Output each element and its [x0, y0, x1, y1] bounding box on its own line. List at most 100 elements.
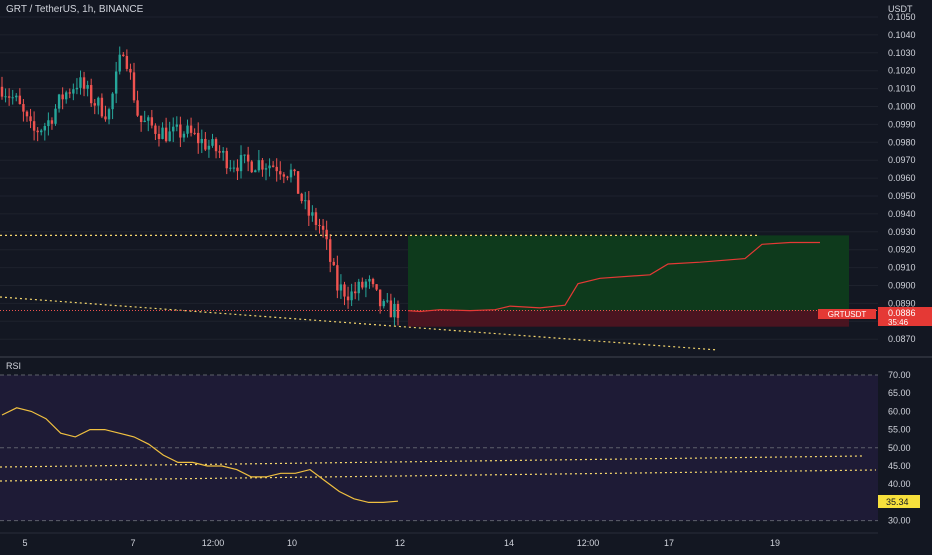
candlestick-series: [0, 46, 400, 326]
candle-body: [321, 225, 325, 230]
candle-body: [282, 174, 286, 177]
rsi-tag-value: 35.34: [886, 497, 909, 507]
candle-body: [29, 116, 32, 122]
candle-body: [286, 176, 289, 178]
time-tick-label: 12: [395, 538, 405, 548]
candle-body: [7, 96, 11, 98]
candle-body: [257, 160, 261, 171]
candle-body: [311, 212, 314, 216]
price-tick-label: 0.0900: [888, 281, 916, 291]
candle-body: [65, 92, 68, 100]
candle-body: [375, 284, 378, 290]
drawing-lines[interactable]: [0, 234, 878, 351]
stop-zone[interactable]: [408, 310, 849, 327]
candle-body: [18, 95, 22, 105]
candle-body: [168, 131, 171, 142]
price-tick-label: 0.1040: [888, 30, 916, 40]
time-tick-label: 5: [22, 538, 27, 548]
last-price-tag: GRTUSDT 0.0886 35:46: [818, 307, 932, 327]
symbol-tag-label: GRTUSDT: [828, 310, 867, 319]
candle-body: [296, 171, 300, 194]
rsi-trendline-upper[interactable]: [0, 455, 863, 468]
rsi-tick-label: 30.00: [888, 516, 911, 526]
candle-body: [207, 145, 211, 150]
candle-body: [47, 120, 50, 127]
candle-body: [68, 92, 71, 94]
rsi-line: [1, 407, 399, 503]
candle-body: [382, 301, 385, 307]
time-tick-label: 10: [287, 538, 297, 548]
candle-body: [0, 86, 4, 97]
rsi-tick-label: 45.00: [888, 461, 911, 471]
candle-body: [4, 96, 7, 98]
rsi-pane[interactable]: RSI 70.00 65.00 60.00 55.00 50.00 45.00 40.00 3…: [0, 361, 911, 526]
candle-body: [200, 138, 203, 144]
rsi-tick-label: 50.00: [888, 443, 911, 453]
candle-body: [232, 167, 236, 169]
price-tick-label: 0.0990: [888, 119, 916, 129]
projection-path[interactable]: [407, 241, 820, 313]
candle-body: [57, 94, 61, 109]
time-tick-label: 17: [664, 538, 674, 548]
candle-body: [307, 200, 311, 216]
candle-body: [371, 278, 375, 285]
candle-body: [157, 133, 161, 139]
candle-body: [147, 117, 150, 121]
candle-body: [336, 265, 339, 291]
price-tag-value: 0.0886: [888, 308, 916, 318]
candle-body: [189, 125, 193, 133]
candle-body: [11, 97, 14, 99]
rsi-tick-label: 55.00: [888, 425, 911, 435]
rsi-tick-label: 70.00: [888, 370, 911, 380]
candle-body: [193, 132, 196, 134]
candle-body: [107, 109, 111, 120]
candle-body: [293, 169, 296, 172]
candle-body: [268, 165, 271, 169]
price-tick-label: 0.1050: [888, 12, 916, 22]
candle-body: [339, 284, 343, 291]
time-tick-label: 12:00: [202, 538, 225, 548]
candle-body: [61, 94, 64, 100]
candle-body: [36, 130, 39, 133]
price-tag-bg: [878, 307, 932, 326]
candle-body: [239, 155, 243, 172]
price-tick-label: 0.0970: [888, 155, 916, 165]
candle-body: [393, 303, 396, 318]
price-tick-label: 0.0910: [888, 263, 916, 273]
candle-body: [179, 124, 182, 138]
candle-body: [304, 200, 307, 202]
candle-body: [254, 170, 257, 173]
candle-body: [300, 193, 303, 202]
candle-body: [314, 212, 318, 225]
candle-body: [172, 126, 175, 132]
candle-body: [164, 127, 168, 142]
candle-body: [79, 77, 82, 88]
candle-body: [229, 167, 232, 169]
rsi-title: RSI: [6, 361, 21, 371]
candle-body: [364, 281, 368, 288]
candle-body: [118, 54, 121, 72]
candle-body: [318, 224, 321, 226]
candle-body: [175, 124, 179, 127]
candle-body: [197, 132, 200, 144]
candle-body: [50, 120, 54, 124]
candle-body: [154, 125, 157, 134]
candle-body: [104, 116, 107, 120]
price-axis[interactable]: USDT 0.1050 0.1040 0.1030 0.1020 0.1010 0.100…: [888, 4, 916, 344]
price-tick-label: 0.0890: [888, 298, 916, 308]
target-zone[interactable]: [408, 235, 849, 311]
candle-body: [343, 284, 346, 297]
time-axis[interactable]: 5 7 12:00 10 12 14 12:00 17 19: [22, 538, 780, 548]
candle-body: [225, 150, 228, 169]
price-tick-label: 0.1010: [888, 84, 916, 94]
candle-body: [40, 130, 43, 133]
candle-body: [89, 85, 93, 104]
rsi-trendline-lower[interactable]: [0, 469, 877, 482]
candle-body: [271, 165, 275, 167]
time-tick-label: 7: [130, 538, 135, 548]
candle-body: [246, 154, 250, 162]
price-tick-label: 0.0950: [888, 191, 916, 201]
projection-line[interactable]: [407, 241, 820, 313]
position-zones[interactable]: [408, 235, 849, 327]
